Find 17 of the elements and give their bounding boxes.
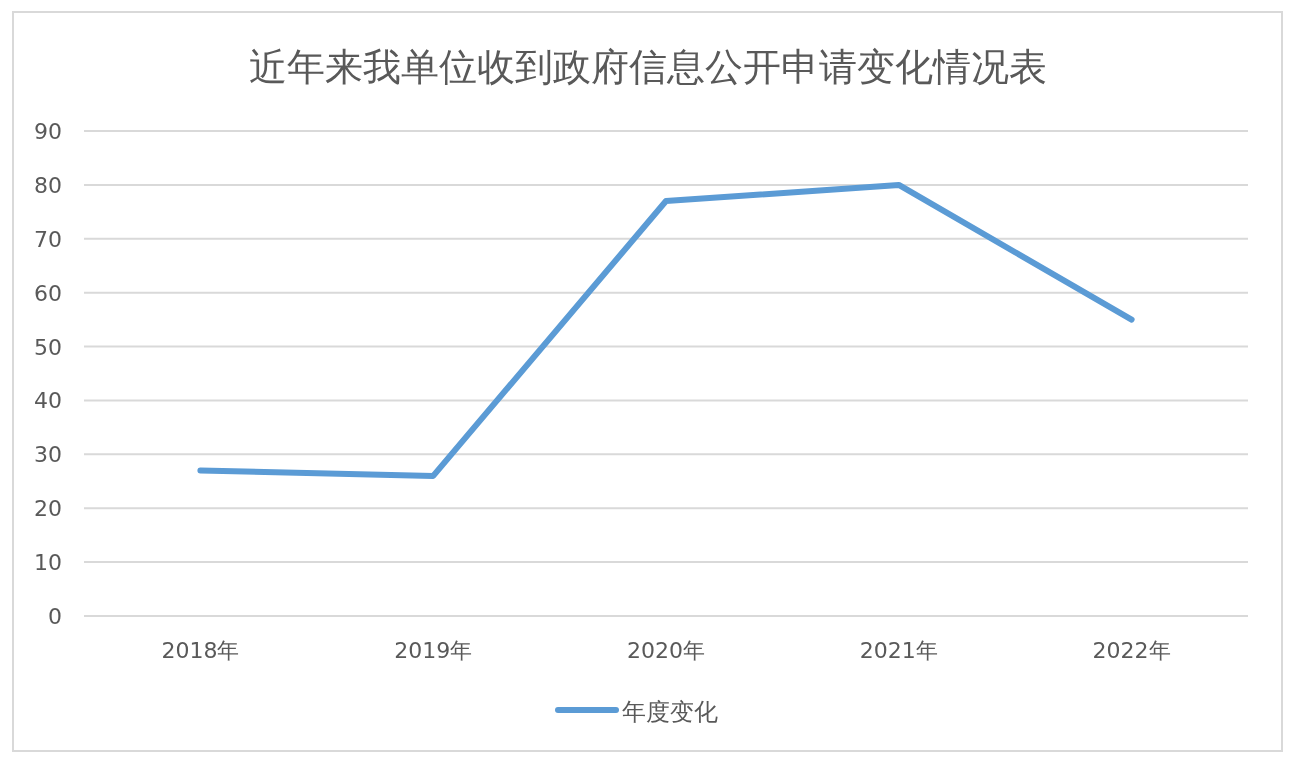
y-tick-label: 80 [34, 172, 62, 198]
y-tick-label: 0 [48, 604, 62, 629]
x-tick-label: 2021年 [859, 638, 938, 663]
y-tick-label: 10 [34, 550, 62, 576]
y-tick-label: 90 [34, 119, 62, 144]
y-tick-label: 70 [34, 226, 62, 252]
y-tick-label: 50 [34, 334, 62, 360]
x-tick-label: 2020年 [627, 638, 705, 663]
x-tick-label: 2018年 [161, 638, 240, 663]
x-tick-label: 2019年 [394, 638, 473, 663]
y-tick-label: 30 [34, 442, 62, 468]
x-tick-label: 2022年 [1092, 638, 1171, 663]
legend-label: 年度变化 [622, 698, 718, 726]
y-tick-label: 20 [34, 496, 62, 522]
chart-title: 近年来我单位收到政府信息公开申请变化情况表 [249, 45, 1047, 89]
y-tick-label: 40 [34, 388, 62, 414]
y-tick-label: 60 [34, 280, 62, 306]
